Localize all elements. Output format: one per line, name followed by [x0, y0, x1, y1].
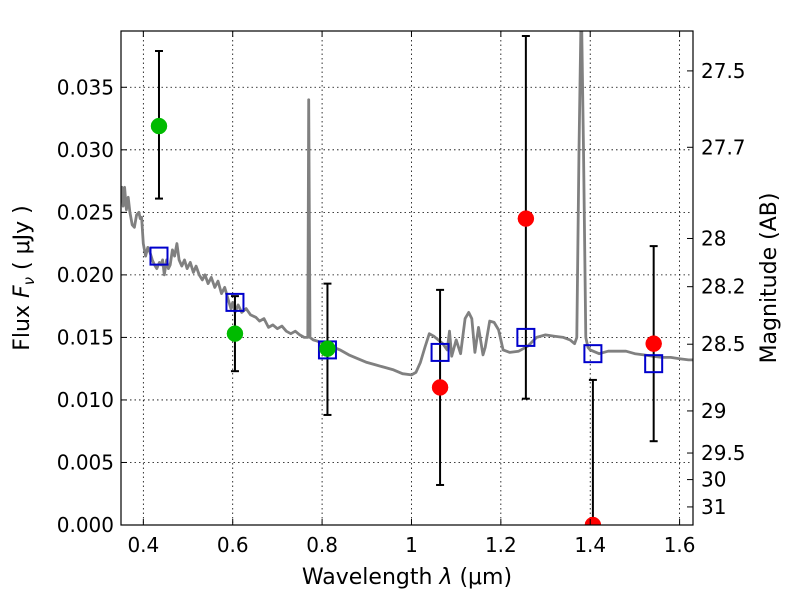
tick-labels: 0.4 0.6 0.8 1 1.2 1.4 1.6 0.000 0.005 0.010 0.015 0… — [57, 59, 746, 557]
x-tick-label: 0.8 — [306, 533, 338, 557]
x-axis-label: Wavelength λ (μm) — [302, 565, 512, 590]
model-spectrum-line — [121, 31, 693, 377]
x-tick-label: 0.4 — [127, 533, 159, 557]
y2-tick-label: 28 — [701, 226, 726, 250]
y-axis-label: Flux Fν ( μJy ) — [10, 205, 38, 350]
y-tick-label: 0.035 — [57, 75, 114, 99]
y-tick-label: 0.025 — [57, 200, 114, 224]
model-flux-square — [149, 246, 169, 266]
y2-tick-label: 30 — [701, 468, 726, 492]
y2-tick-label: 28.5 — [701, 332, 746, 356]
x-tick-label: 1.2 — [485, 533, 517, 557]
observed-flux-point — [226, 325, 244, 342]
y2-tick-label: 31 — [701, 495, 726, 519]
observed-flux-point — [645, 335, 662, 352]
y-tick-label: 0.020 — [57, 263, 114, 287]
y-tick-label: 0.005 — [57, 450, 114, 474]
y2-tick-label: 28.2 — [701, 275, 746, 299]
model-flux-square — [644, 354, 664, 374]
axis-ticks — [121, 31, 693, 526]
x-tick-label: 0.6 — [217, 533, 249, 557]
x-tick-label: 1 — [405, 533, 418, 557]
y-tick-label: 0.010 — [57, 388, 114, 412]
x-tick-label: 1.4 — [574, 533, 606, 557]
plot-frame — [120, 30, 694, 526]
y2-tick-label: 27.7 — [701, 135, 746, 159]
y2-tick-label: 29 — [701, 399, 726, 423]
plot-data — [121, 31, 693, 525]
y-tick-label: 0.000 — [57, 513, 114, 537]
x-tick-label: 1.6 — [664, 533, 696, 557]
y2-axis-label: Magnitude (AB) — [757, 193, 782, 364]
y2-tick-label: 29.5 — [701, 441, 746, 465]
observed-flux-point — [150, 117, 168, 135]
observed-flux-point — [319, 340, 336, 357]
observed-flux-point — [431, 379, 449, 396]
model-flux-square — [516, 327, 536, 347]
y-tick-label: 0.030 — [57, 138, 114, 162]
y2-tick-label: 27.5 — [701, 59, 746, 83]
model-flux-square — [583, 344, 603, 364]
observed-flux-point — [517, 210, 535, 227]
observed-flux-point — [584, 516, 602, 525]
model-flux-square — [225, 292, 245, 312]
model-flux-square — [430, 342, 450, 362]
y-tick-label: 0.015 — [57, 325, 114, 349]
